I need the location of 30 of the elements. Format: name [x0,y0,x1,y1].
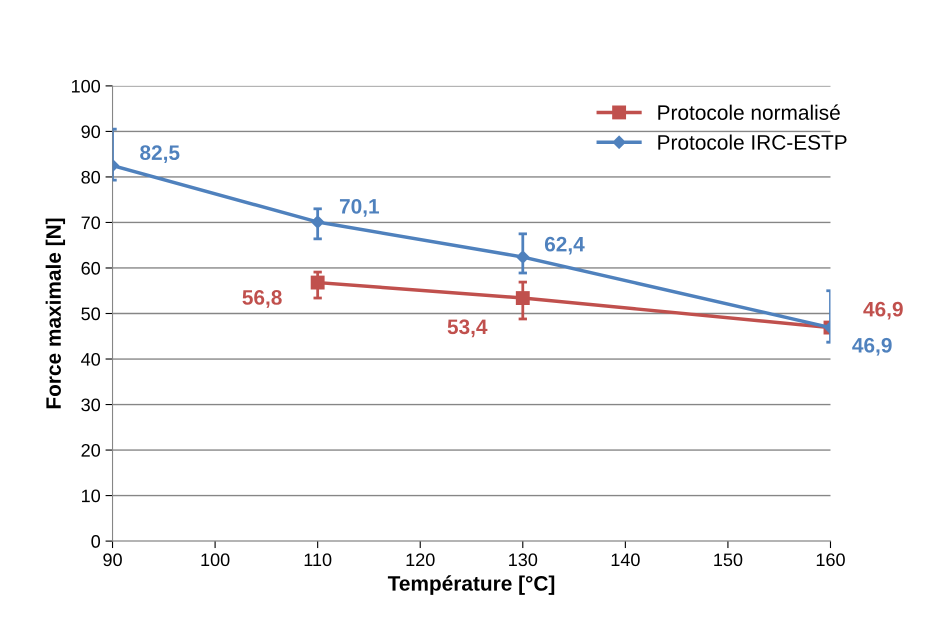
data-label: 46,9 [852,338,892,356]
y-tick-label: 20 [82,444,100,457]
x-tick-label: 160 [816,553,845,566]
x-tick-label: 150 [714,553,742,566]
x-tick-label: 140 [612,553,640,566]
y-tick-label: 90 [81,125,100,138]
x-tick-label: 90 [103,553,122,566]
x-tick-label: 130 [509,553,538,566]
x-tick-label: 100 [201,553,230,566]
legend-label: Protocole IRC-ESTP [658,134,847,150]
x-tick-label: 120 [406,553,435,566]
data-label: 56,8 [242,290,282,308]
legend-label: Protocole normalisé [658,104,840,120]
y-tick-label: 80 [81,170,100,184]
y-tick-label: 0 [91,535,100,548]
x-tick-label: 110 [304,553,332,566]
y-tick-label: 100 [72,80,100,93]
data-label: 82,5 [140,145,180,164]
data-label: 53,4 [448,319,488,338]
y-tick-label: 40 [81,352,100,366]
x-axis-title: Température [°C] [388,575,554,595]
y-tick-label: 70 [82,216,100,230]
data-label: 62,4 [544,236,585,255]
data-label: 46,9 [863,302,903,320]
y-tick-label: 10 [82,490,100,502]
y-tick-label: 50 [81,307,100,320]
data-label: 70,1 [340,198,380,217]
y-axis-title: Force maximale [N] [46,218,66,408]
y-tick-label: 60 [82,262,100,275]
y-tick-label: 30 [81,398,100,412]
